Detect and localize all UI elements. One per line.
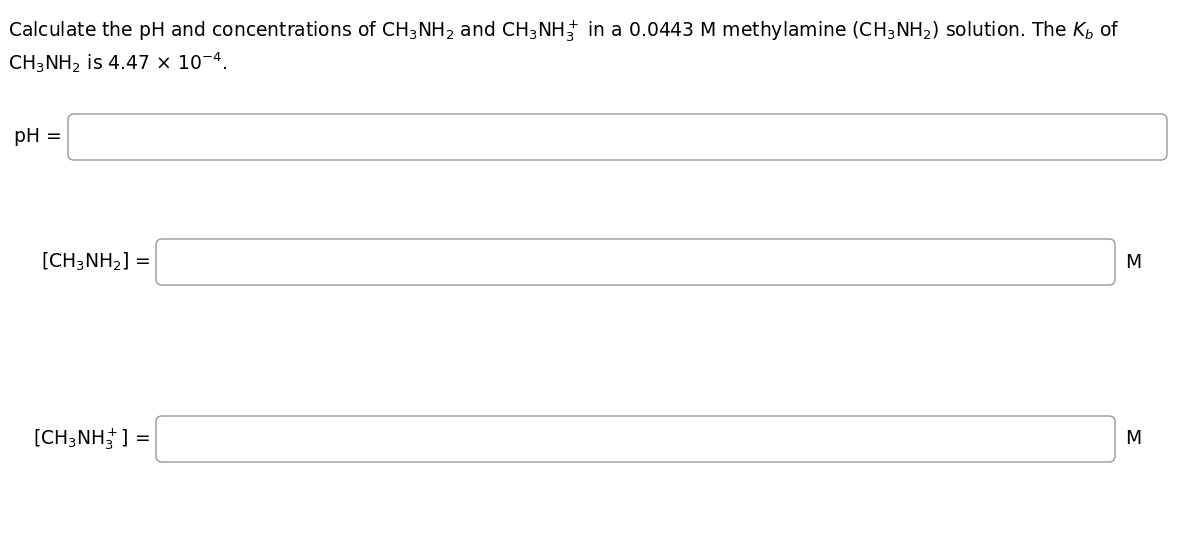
FancyBboxPatch shape	[156, 239, 1115, 285]
Text: Calculate the pH and concentrations of CH$_3$NH$_2$ and CH$_3$NH$_3^+$ in a 0.04: Calculate the pH and concentrations of C…	[8, 18, 1120, 44]
FancyBboxPatch shape	[156, 416, 1115, 462]
FancyBboxPatch shape	[68, 114, 1166, 160]
Text: [CH$_3$NH$_2$] =: [CH$_3$NH$_2$] =	[41, 251, 150, 273]
Text: M: M	[1126, 430, 1141, 448]
Text: CH$_3$NH$_2$ is 4.47 $\times$ 10$^{-4}$.: CH$_3$NH$_2$ is 4.47 $\times$ 10$^{-4}$.	[8, 50, 227, 75]
Text: [CH$_3$NH$_3^+$] =: [CH$_3$NH$_3^+$] =	[34, 426, 150, 452]
Text: pH =: pH =	[14, 128, 62, 146]
Text: M: M	[1126, 253, 1141, 271]
